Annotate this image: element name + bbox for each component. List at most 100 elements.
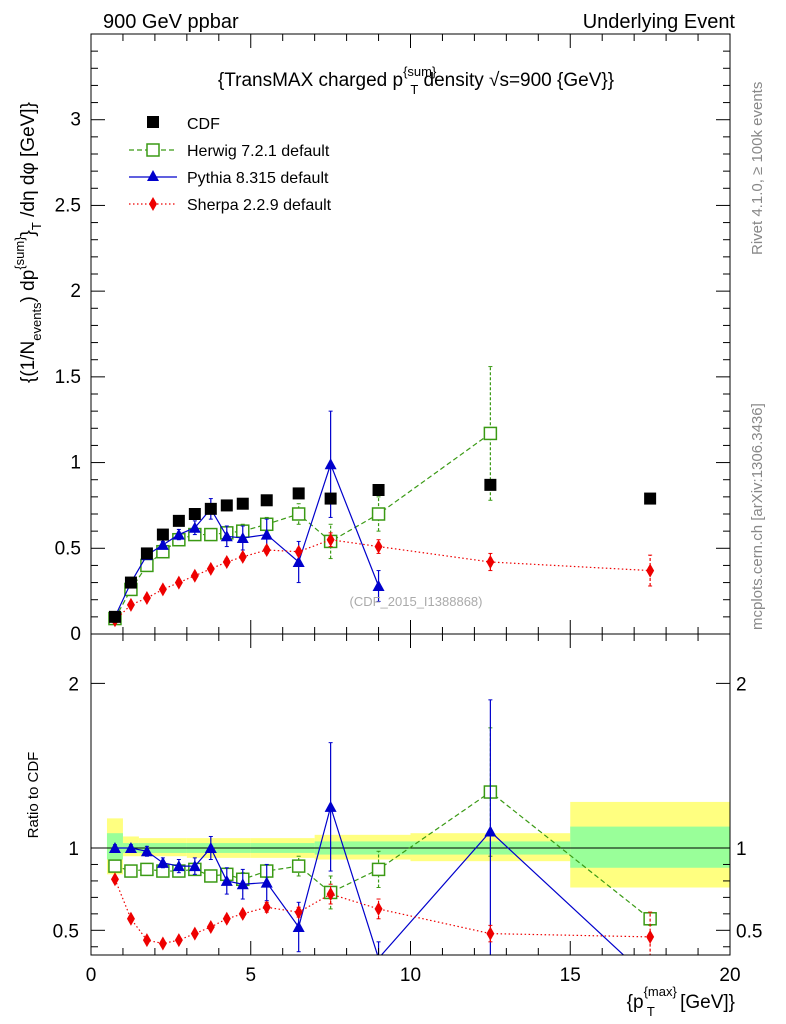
ylabel-c-sub: T xyxy=(29,222,44,230)
herwig-point xyxy=(291,507,306,521)
sherpa-point xyxy=(142,933,151,948)
pythia-point xyxy=(324,458,337,470)
legend-marker-herwig xyxy=(146,143,160,157)
x-tick-label: 10 xyxy=(400,965,421,986)
legend-marker-sherpa xyxy=(149,197,157,211)
sherpa-point xyxy=(294,905,303,920)
pythia-point xyxy=(156,856,169,868)
ylabel-c: } xyxy=(18,230,39,236)
sherpa-point xyxy=(174,575,183,590)
sherpa-point xyxy=(158,582,167,597)
ylabel-b-sup: {sum} xyxy=(12,236,27,270)
sherpa-point xyxy=(190,926,199,941)
ylabel-b: ) dp xyxy=(18,270,39,303)
sherpa-point xyxy=(326,532,335,547)
sherpa-point xyxy=(222,911,231,926)
y-tick-label: 0.5 xyxy=(55,538,81,559)
main-panel: 0 0.5 1 1.5 2 2.5 3 (CDF_2015_I1388868) {Trans… xyxy=(12,33,731,645)
cdf-point xyxy=(292,487,305,500)
ylabel-d: /dη dφ [GeV]} xyxy=(18,102,39,222)
mcplots-label: mcplots.cern.ch [arXiv:1306.3436] xyxy=(749,403,766,630)
y-tick-label: 2 xyxy=(70,281,81,302)
sherpa-point xyxy=(374,539,383,554)
y-tick-label: 3 xyxy=(70,110,81,131)
legend-entry-herwig: Herwig 7.2.1 default xyxy=(129,143,330,160)
title-sup: {sum} xyxy=(403,64,437,79)
cdf-point xyxy=(108,610,121,623)
sherpa-point xyxy=(262,543,271,557)
cdf-uncertainty-band-inner xyxy=(570,826,730,868)
legend-marker-cdf xyxy=(147,116,159,128)
cdf-point xyxy=(188,508,201,520)
cdf-point xyxy=(260,494,273,507)
pythia-point xyxy=(220,530,233,542)
pythia-point xyxy=(108,842,121,853)
xlabel-sup: {max} xyxy=(644,984,678,999)
title-sub: T xyxy=(410,82,418,97)
y-tick-label: 1 xyxy=(70,453,81,474)
pythia-point xyxy=(372,580,385,591)
sherpa-point xyxy=(486,926,495,941)
ratio-panel: 0.5 0.51 12 20 5 10 15 20 Ratio to CDF {p{max} T… xyxy=(25,633,762,1019)
cdf-point xyxy=(236,497,249,510)
sherpa-point xyxy=(142,591,151,605)
pythia-point xyxy=(260,528,273,540)
pythia-point xyxy=(292,921,305,933)
y-tick-label: 0 xyxy=(70,624,81,645)
rivet-label: Rivet 4.1.0, ≥ 100k events xyxy=(749,82,766,255)
legend-entry-sherpa: Sherpa 2.2.9 default xyxy=(129,197,332,214)
chart-title: {TransMAX charged p{sum} T density √s=900… xyxy=(218,64,614,97)
pythia-point xyxy=(260,876,273,888)
sherpa-point xyxy=(486,555,495,569)
legend-label-sherpa: Sherpa 2.2.9 default xyxy=(187,197,332,214)
sherpa-point xyxy=(294,544,303,559)
herwig-line xyxy=(114,432,491,619)
x-tick-label: 15 xyxy=(560,965,581,986)
sherpa-point xyxy=(326,887,335,902)
sherpa-point xyxy=(262,900,271,915)
ratio-y-tick-label-right: 2 xyxy=(736,674,747,695)
y-tick-label: 1.5 xyxy=(55,367,81,388)
pythia-point xyxy=(140,845,153,857)
legend-entry-pythia: Pythia 8.315 default xyxy=(129,170,329,187)
sherpa-point xyxy=(238,906,247,921)
cdf-point xyxy=(484,478,497,491)
legend-marker-pythia xyxy=(147,170,159,181)
cdf-point xyxy=(204,502,217,515)
sherpa-point xyxy=(110,872,119,887)
sherpa-point xyxy=(646,563,655,578)
ratio-y-tick-label: 2 xyxy=(68,674,79,695)
pythia-point xyxy=(484,825,497,837)
herwig-point xyxy=(204,527,218,542)
sherpa-point xyxy=(126,911,135,926)
legend: CDF Herwig 7.2.1 default Pythia 8.315 de… xyxy=(129,116,332,214)
legend-label-herwig: Herwig 7.2.1 default xyxy=(187,143,330,160)
cdf-point xyxy=(124,576,137,589)
herwig-point xyxy=(483,426,498,441)
ratio-y-axis-label: Ratio to CDF xyxy=(25,752,42,839)
y-axis-label: {(1/Nevents) dp{sum}}T /dη dφ [GeV]} xyxy=(12,102,44,383)
sherpa-point xyxy=(238,549,247,564)
sherpa-point xyxy=(374,901,383,916)
cdf-point xyxy=(220,499,233,512)
title-post: density √s=900 {GeV}} xyxy=(418,70,614,91)
xlabel-post: [GeV]} xyxy=(675,992,735,1013)
ratio-y-tick-label-right: 1 xyxy=(736,839,747,860)
sherpa-point xyxy=(126,597,135,612)
sherpa-point xyxy=(206,561,215,576)
pythia-point xyxy=(156,538,169,550)
xlabel-sub: T xyxy=(647,1004,655,1019)
herwig-point xyxy=(371,862,386,877)
herwig-point xyxy=(124,864,138,878)
x-tick-label: 5 xyxy=(245,965,256,986)
cdf-point xyxy=(644,492,657,505)
ratio-y-tick-label: 0.5 xyxy=(53,921,79,942)
x-tick-label: 20 xyxy=(719,965,740,986)
ylabel-a: {(1/N xyxy=(18,341,39,383)
pythia-point xyxy=(172,860,185,872)
legend-label-pythia: Pythia 8.315 default xyxy=(187,170,329,187)
ratio-y-tick-label: 1 xyxy=(68,839,79,860)
pythia-point xyxy=(204,842,217,853)
cdf-point xyxy=(324,492,337,505)
